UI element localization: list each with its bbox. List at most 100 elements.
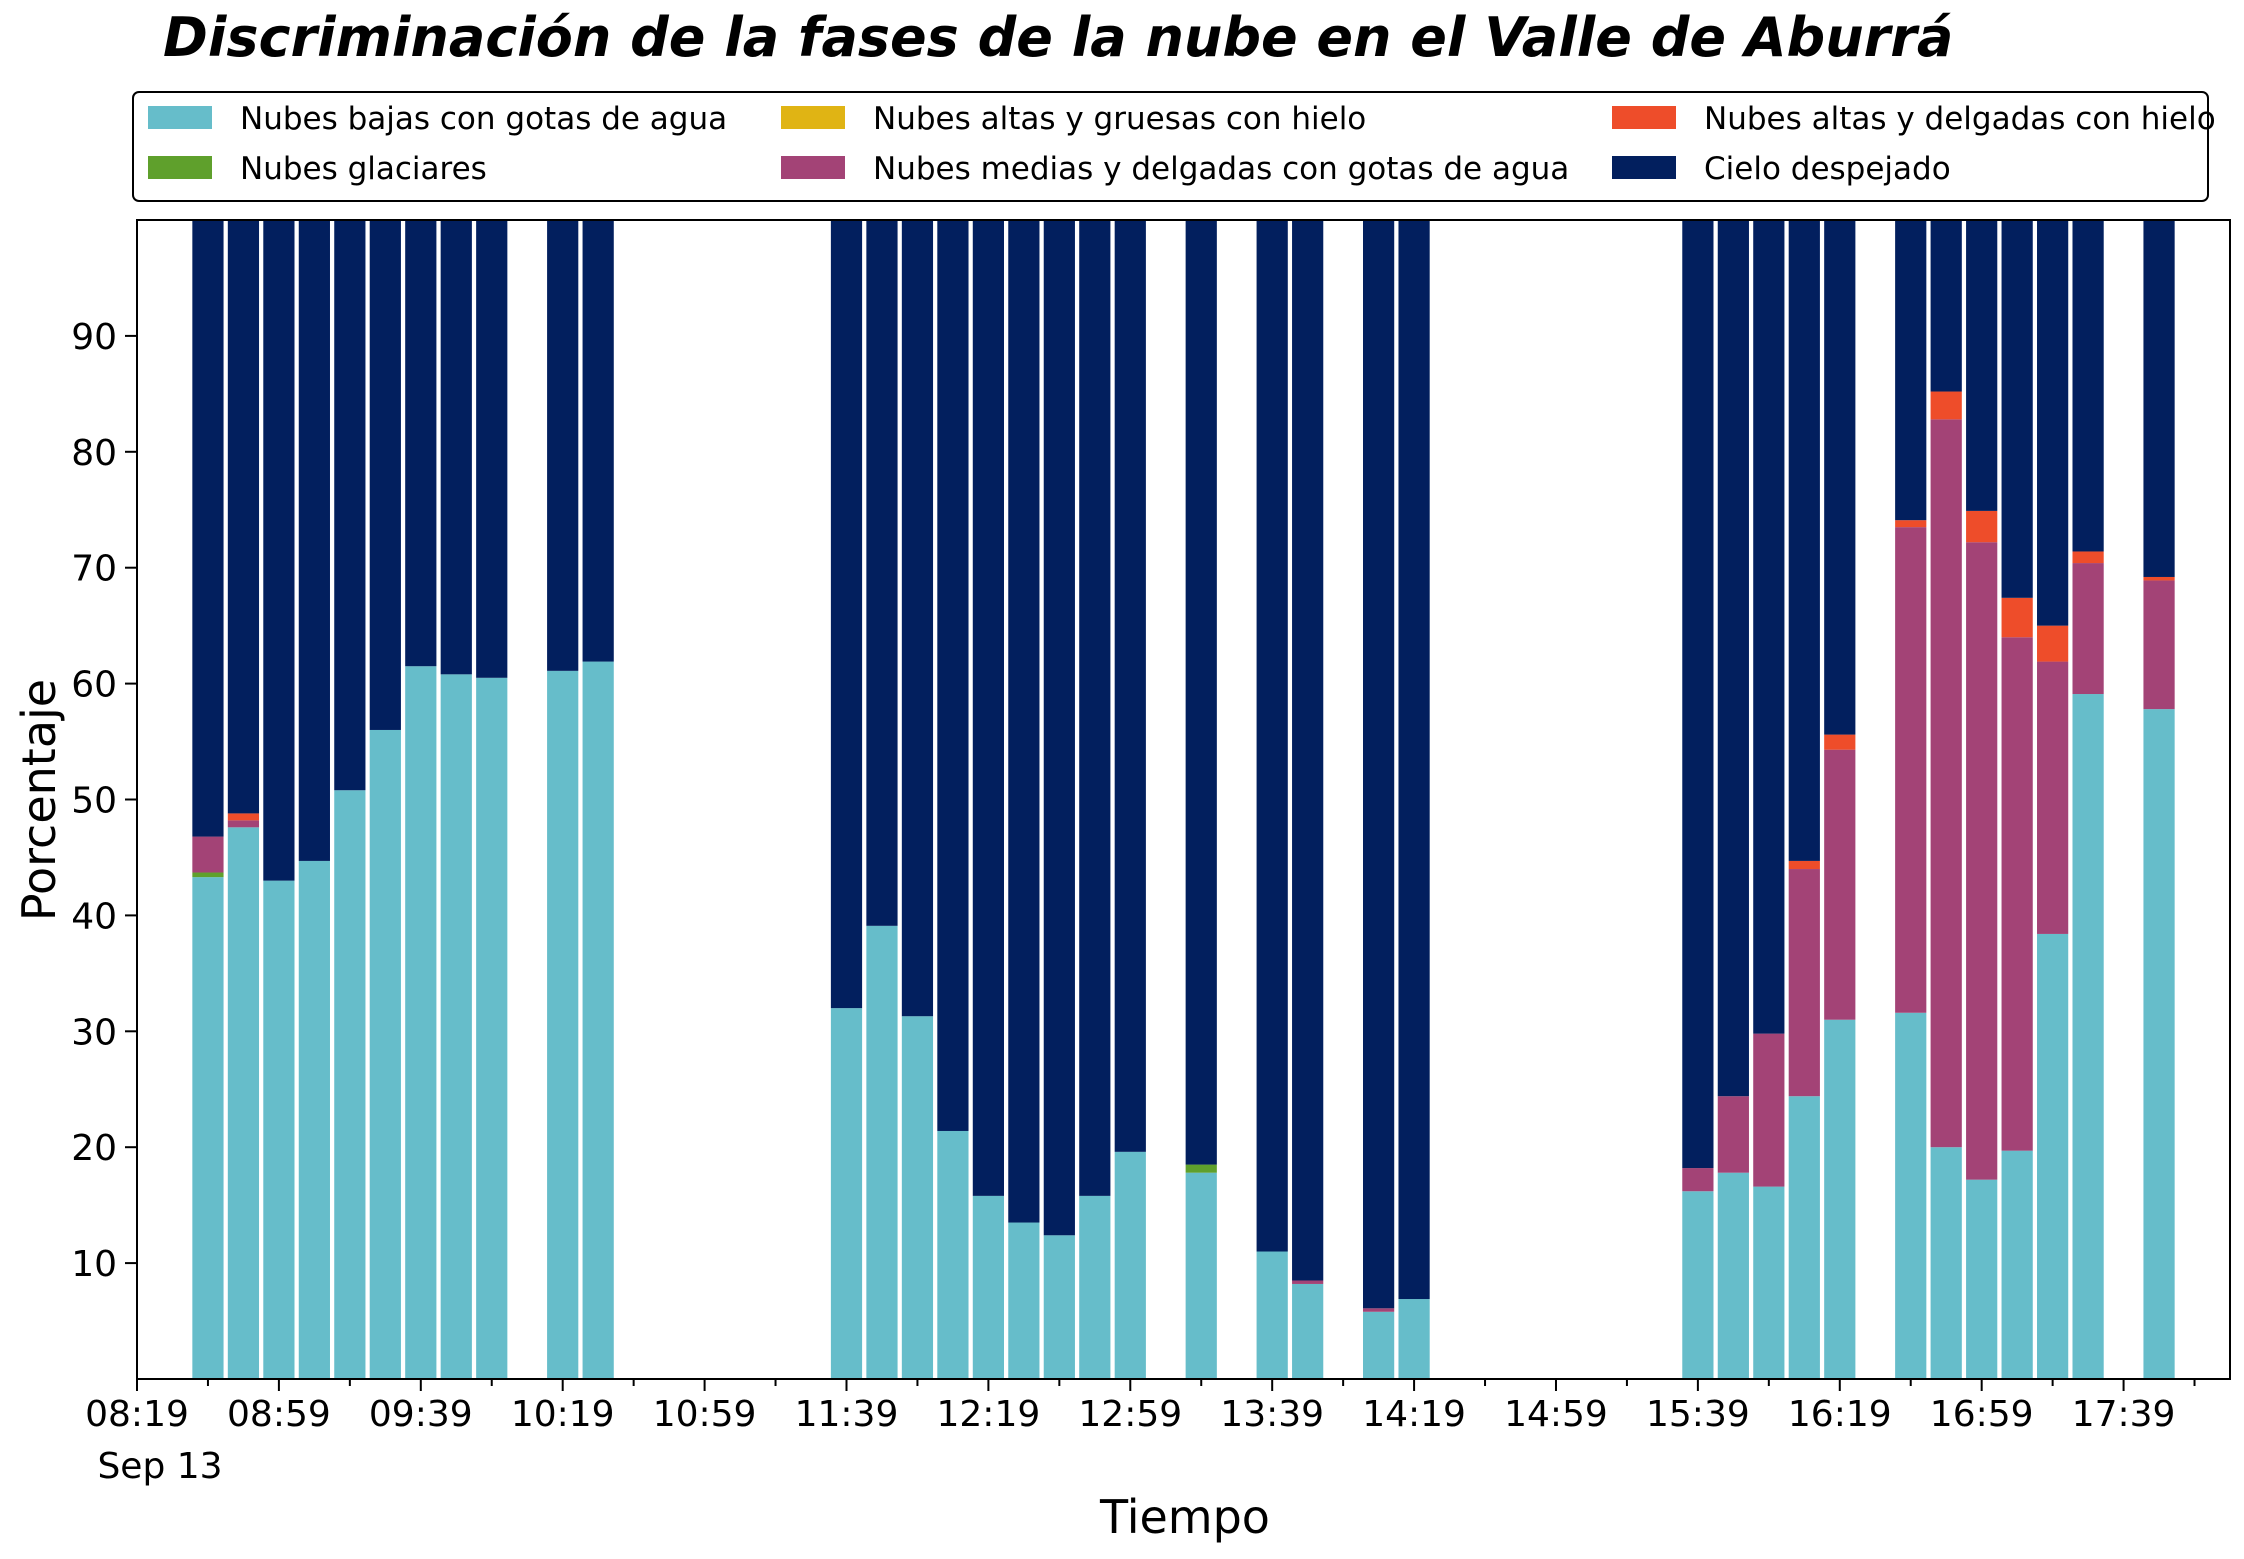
bar-segment-1549-s5 bbox=[1717, 220, 1749, 1097]
y-tick-label: 70 bbox=[71, 549, 117, 590]
bar-segment-1709-s0 bbox=[2001, 1150, 2033, 1379]
x-tick-label: 08:19 bbox=[85, 1394, 189, 1435]
bar-segment-1219-s5 bbox=[972, 220, 1004, 1196]
bar-segment-1139-s5 bbox=[830, 220, 863, 1009]
bar-segment-1229-s0 bbox=[1008, 1222, 1040, 1379]
legend-swatch bbox=[781, 106, 845, 129]
bar-segment-1619-s5 bbox=[1824, 220, 1856, 735]
bar-segment-1559-s0 bbox=[1753, 1186, 1785, 1379]
bar-segment-1019-s5 bbox=[547, 220, 579, 671]
bar-segment-1649-s2 bbox=[1930, 419, 1962, 1148]
bar-segment-1619-s0 bbox=[1824, 1019, 1856, 1379]
bar-segment-0839-s1 bbox=[192, 872, 224, 878]
bar-segment-1559-s5 bbox=[1753, 220, 1785, 1034]
bar-segment-1539-s5 bbox=[1682, 220, 1714, 1169]
bar-segment-1319-s1 bbox=[1185, 1164, 1217, 1173]
bar-segment-0839-s0 bbox=[192, 877, 224, 1379]
bar-segment-0849-s4 bbox=[227, 813, 260, 821]
bar-segment-1029-s0 bbox=[582, 661, 614, 1379]
legend-swatch bbox=[781, 156, 845, 179]
bar-segment-1549-s2 bbox=[1717, 1096, 1749, 1173]
bars bbox=[192, 220, 2175, 1379]
legend-frame bbox=[132, 91, 2209, 202]
chart-title: Discriminación de la fases de la nube en… bbox=[163, 6, 1953, 69]
bar-segment-1729-s0 bbox=[2072, 694, 2104, 1379]
bar-segment-1409-s5 bbox=[1363, 220, 1395, 1309]
bar-segment-0949-s0 bbox=[440, 674, 472, 1379]
x-tick-label: 16:59 bbox=[1930, 1394, 2034, 1435]
legend-swatch bbox=[148, 156, 212, 179]
x-tick-label: 10:59 bbox=[653, 1394, 757, 1435]
bar-segment-1219-s0 bbox=[972, 1195, 1004, 1379]
bar-segment-1639-s2 bbox=[1895, 527, 1927, 1013]
bar-segment-1659-s0 bbox=[1966, 1179, 1998, 1379]
legend-swatch bbox=[148, 106, 212, 129]
bar-segment-1749-s5 bbox=[2143, 220, 2175, 577]
bar-segment-1609-s2 bbox=[1788, 869, 1820, 1097]
bar-segment-0939-s0 bbox=[405, 666, 437, 1379]
legend: Nubes bajas con gotas de agua Nubes altas… bbox=[132, 91, 2216, 202]
bar-segment-1149-s5 bbox=[866, 220, 898, 926]
bar-segment-1139-s0 bbox=[830, 1008, 863, 1379]
bar-segment-0859-s0 bbox=[263, 880, 295, 1379]
x-tick-label: 14:59 bbox=[1504, 1394, 1608, 1435]
bar-segment-0849-s2 bbox=[227, 820, 260, 828]
bar-segment-1649-s4 bbox=[1930, 391, 1962, 420]
bar-segment-1339-s5 bbox=[1256, 220, 1288, 1252]
bar-segment-1719-s4 bbox=[2037, 625, 2069, 662]
legend-label: Nubes altas y gruesas con hielo bbox=[873, 101, 1366, 137]
bar-segment-1609-s5 bbox=[1788, 220, 1820, 861]
bar-segment-1719-s0 bbox=[2037, 933, 2069, 1379]
x-tick-label: 15:39 bbox=[1646, 1394, 1750, 1435]
bar-segment-1209-s0 bbox=[937, 1130, 969, 1379]
bar-segment-1729-s4 bbox=[2072, 551, 2104, 564]
x-tick-label: 10:19 bbox=[511, 1394, 615, 1435]
bar-segment-1019-s0 bbox=[547, 670, 579, 1379]
bar-segment-1559-s2 bbox=[1753, 1033, 1785, 1187]
bar-segment-1259-s5 bbox=[1114, 220, 1146, 1152]
bar-segment-1709-s4 bbox=[2001, 597, 2033, 638]
bar-segment-1639-s5 bbox=[1895, 220, 1927, 521]
bar-segment-1409-s2 bbox=[1363, 1308, 1395, 1312]
bar-segment-1659-s2 bbox=[1966, 542, 1998, 1180]
bar-segment-1749-s2 bbox=[2143, 580, 2175, 710]
bar-segment-1209-s5 bbox=[937, 220, 969, 1131]
y-tick-label: 50 bbox=[71, 781, 117, 822]
x-tick-label: 12:59 bbox=[1078, 1394, 1182, 1435]
bar-segment-1249-s5 bbox=[1079, 220, 1111, 1196]
bar-segment-1639-s0 bbox=[1895, 1012, 1927, 1379]
x-tick-label: 12:19 bbox=[937, 1394, 1041, 1435]
bar-segment-1719-s2 bbox=[2037, 661, 2069, 934]
bar-segment-1749-s0 bbox=[2143, 709, 2175, 1379]
bar-segment-1339-s0 bbox=[1256, 1251, 1288, 1379]
bar-segment-1539-s2 bbox=[1682, 1168, 1714, 1192]
bar-segment-1159-s0 bbox=[901, 1016, 934, 1379]
x-tick-label: 17:39 bbox=[2072, 1394, 2176, 1435]
x-axis: 08:19 08:59 09:39 10:19 10:59 11:39 12:19 12:59… bbox=[85, 1379, 2196, 1435]
bar-segment-1609-s4 bbox=[1788, 860, 1820, 870]
bar-segment-1029-s5 bbox=[582, 220, 614, 662]
x-date-label: Sep 13 bbox=[97, 1446, 222, 1487]
x-tick-label: 09:39 bbox=[369, 1394, 473, 1435]
bar-segment-1659-s4 bbox=[1966, 510, 1998, 543]
bar-segment-1419-s5 bbox=[1398, 220, 1430, 1300]
bar-segment-1549-s0 bbox=[1717, 1172, 1749, 1379]
x-tick-label: 11:39 bbox=[795, 1394, 899, 1435]
bar-segment-0859-s5 bbox=[263, 220, 295, 881]
bar-segment-1239-s0 bbox=[1043, 1235, 1075, 1379]
bar-segment-1709-s5 bbox=[2001, 220, 2033, 598]
x-axis-label: Tiempo bbox=[1099, 1490, 1270, 1544]
bar-segment-1349-s5 bbox=[1292, 220, 1324, 1281]
bar-segment-1319-s5 bbox=[1185, 220, 1217, 1165]
x-tick-label: 14:19 bbox=[1362, 1394, 1466, 1435]
bar-segment-0929-s0 bbox=[369, 729, 401, 1379]
legend-label: Nubes medias y delgadas con gotas de agu… bbox=[873, 151, 1569, 187]
y-tick-label: 10 bbox=[71, 1244, 117, 1285]
x-tick-label: 08:59 bbox=[227, 1394, 331, 1435]
bar-segment-1649-s0 bbox=[1930, 1147, 1962, 1379]
bar-segment-1749-s4 bbox=[2143, 576, 2175, 581]
legend-label: Cielo despejado bbox=[1704, 151, 1951, 187]
legend-label: Nubes altas y delgadas con hielo bbox=[1704, 101, 2216, 137]
bar-segment-0949-s5 bbox=[440, 220, 472, 675]
